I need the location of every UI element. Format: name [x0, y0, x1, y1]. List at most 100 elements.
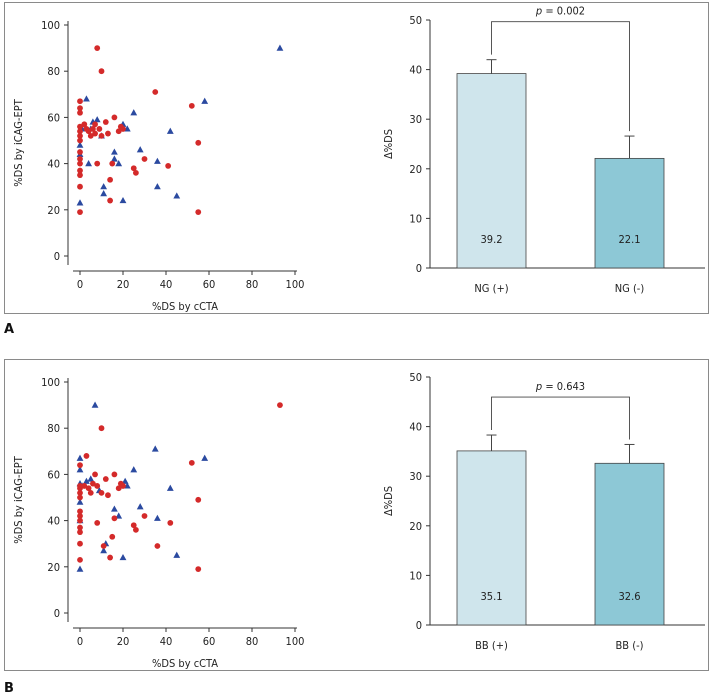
scatter-point-circle	[103, 119, 109, 125]
scatter-point-triangle	[120, 197, 127, 203]
significance-bracket	[492, 397, 630, 439]
scatter-y-tick-label: 20	[47, 561, 60, 574]
scatter-point-circle	[189, 103, 195, 109]
scatter-point-triangle	[137, 503, 144, 509]
scatter-point-circle	[77, 508, 83, 514]
scatter-y-tick-label: 0	[54, 250, 60, 263]
scatter-point-circle	[142, 156, 148, 162]
scatter-point-circle	[152, 89, 158, 95]
scatter-point-circle	[77, 98, 83, 104]
scatter-y-tick-label: 100	[41, 19, 60, 32]
scatter-point-circle	[99, 133, 105, 139]
bar-y-tick-label: 30	[409, 470, 422, 483]
scatter-x-tick-label: 60	[203, 278, 216, 291]
scatter-point-circle	[77, 557, 83, 563]
bar-category-label: NG (-)	[615, 282, 645, 295]
scatter-point-triangle	[111, 155, 118, 161]
panel-a-charts: 0 20 40 60 80 100020406080100%DS by cCTA%DS b…	[5, 3, 708, 313]
scatter-point-circle	[103, 476, 109, 482]
scatter-y-tick-label: 40	[47, 158, 60, 171]
scatter-point-triangle	[94, 116, 101, 122]
bar-y-tick-label: 10	[409, 212, 422, 225]
bar	[595, 158, 664, 268]
bar-y-tick-label: 50	[409, 14, 422, 27]
scatter-point-circle	[88, 490, 94, 496]
scatter-x-axis-label: %DS by cCTA	[152, 300, 218, 313]
scatter-y-tick-label: 80	[47, 422, 60, 435]
scatter-x-tick-label: 100	[286, 635, 305, 648]
bar-y-tick-label: 10	[409, 569, 422, 582]
scatter-point-circle	[195, 209, 201, 215]
scatter-point-circle	[94, 161, 100, 167]
scatter-point-circle	[112, 115, 118, 121]
bar-y-tick-label: 0	[416, 619, 422, 632]
scatter-point-circle	[77, 209, 83, 215]
panel-label-b: B	[4, 681, 14, 696]
bar-y-tick-label: 40	[409, 421, 422, 434]
scatter-y-tick-label: 100	[41, 376, 60, 389]
scatter-x-tick-label: 80	[246, 635, 259, 648]
scatter-point-triangle	[120, 554, 127, 560]
scatter-point-circle	[277, 402, 283, 408]
scatter-y-tick-label: 60	[47, 111, 60, 124]
scatter-point-circle	[112, 515, 118, 521]
scatter-point-circle	[195, 566, 201, 572]
scatter-point-circle	[107, 177, 113, 183]
scatter-point-triangle	[201, 455, 208, 461]
scatter-y-tick-label: 60	[47, 468, 60, 481]
scatter-point-circle	[94, 483, 100, 489]
scatter-point-circle	[101, 543, 107, 549]
p-value-symbol: p	[535, 5, 542, 18]
bar-y-axis-label: Δ%DS	[382, 129, 395, 159]
scatter-point-circle	[99, 425, 105, 431]
scatter-y-tick-label: 0	[54, 607, 60, 620]
figure-panel-b: 0 20 40 60 80 100 0 20 40 60 80 100 %DS by cCTA %DS b…	[4, 359, 709, 671]
scatter-point-circle	[105, 492, 111, 498]
scatter-x-tick-label: 100	[286, 278, 305, 291]
scatter-plot: 0 20 40 60 80 100 0 20 40 60 80 100 %DS by cCTA %DS b…	[12, 19, 304, 313]
bar-y-tick-label: 0	[416, 262, 422, 275]
scatter-point-triangle	[154, 515, 161, 521]
scatter-x-tick-label: 80	[246, 278, 259, 291]
bar-category-label: BB (+)	[475, 639, 508, 652]
scatter-point-circle	[84, 453, 90, 459]
scatter-point-circle	[94, 520, 100, 526]
scatter-point-circle	[155, 543, 161, 549]
scatter-point-circle	[77, 149, 83, 155]
scatter-point-circle	[77, 462, 83, 468]
scatter-point-circle	[195, 140, 201, 146]
bar-y-tick-label: 40	[409, 64, 422, 77]
scatter-x-axis-label: %DS by cCTA	[152, 657, 218, 670]
scatter-point-circle	[133, 170, 139, 176]
scatter-point-triangle	[173, 192, 180, 198]
bar-y-tick-label: 50	[409, 371, 422, 384]
scatter-point-circle	[107, 198, 113, 204]
bar-y-tick-label: 20	[409, 520, 422, 533]
scatter-point-triangle	[277, 45, 284, 51]
scatter-point-triangle	[152, 445, 159, 451]
panel-label-a: A	[4, 322, 14, 337]
scatter-point-triangle	[100, 183, 107, 189]
scatter-point-triangle	[85, 160, 92, 166]
scatter-x-tick-label: 0	[77, 635, 83, 648]
scatter-point-circle	[77, 541, 83, 547]
scatter-point-circle	[94, 45, 100, 51]
bar-chart: 0 10 20 30 40 50 Δ%DS 35.1 BB (+) 32.6 BB (-) p = 0…	[382, 371, 705, 652]
scatter-point-triangle	[167, 128, 174, 134]
scatter-point-triangle	[77, 566, 84, 572]
scatter-point-circle	[105, 131, 111, 137]
scatter-point-triangle	[92, 402, 99, 408]
scatter-point-circle	[109, 161, 115, 167]
bar-y-axis-label: Δ%DS	[382, 486, 395, 516]
scatter-point-triangle	[130, 109, 137, 115]
scatter-point-triangle	[77, 199, 84, 205]
scatter-point-triangle	[154, 158, 161, 164]
scatter-point-triangle	[137, 146, 144, 152]
scatter-x-tick-label: 20	[117, 635, 130, 648]
scatter-point-circle	[96, 126, 102, 132]
scatter-y-axis-label: %DS by iCAG-EPT	[12, 98, 25, 186]
p-value-symbol: p	[535, 380, 542, 393]
p-value-annotation: p = 0.002	[535, 5, 585, 18]
scatter-point-triangle	[173, 552, 180, 558]
bar-chart: 01020304050Δ%DS39.2NG (+)22.1NG (-)p = 0…	[382, 5, 705, 295]
